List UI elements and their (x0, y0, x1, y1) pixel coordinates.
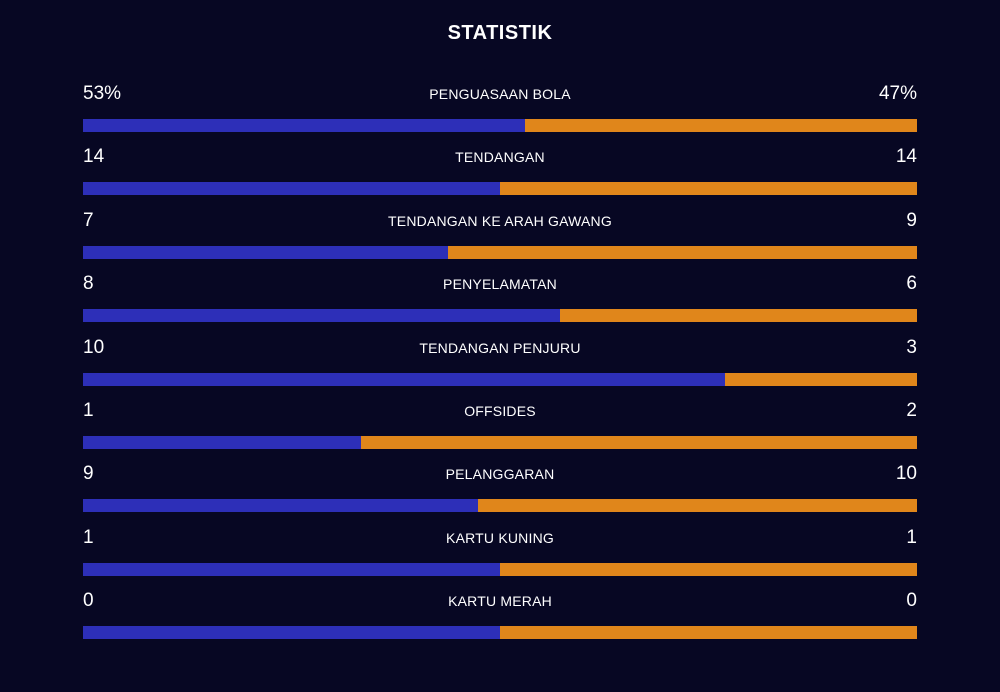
home-value: 7 (83, 209, 94, 231)
away-value: 6 (906, 273, 917, 295)
stat-row-shots: 14 TENDANGAN 14 (83, 143, 917, 206)
stat-label: TENDANGAN KE ARAH GAWANG (388, 212, 612, 229)
home-bar-segment (83, 245, 448, 259)
stat-row-fouls: 9 PELANGGARAN 10 (83, 460, 917, 523)
away-bar-segment (447, 245, 917, 259)
home-value: 1 (83, 526, 94, 548)
away-value: 1 (906, 526, 917, 548)
comparison-bar (83, 626, 917, 640)
home-value: 53% (83, 83, 122, 104)
stat-row-red-cards: 0 KARTU MERAH 0 (83, 587, 917, 650)
home-value: 14 (83, 146, 105, 168)
away-value: 10 (895, 463, 917, 485)
home-bar-segment (83, 626, 500, 640)
home-value: 1 (83, 399, 94, 421)
away-bar-segment (525, 119, 917, 132)
stat-row-possession: 53% PENGUASAAN BOLA 47% (83, 80, 917, 143)
stat-row-offsides: 1 OFFSIDES 2 (83, 397, 917, 460)
stat-label: PENYELAMATAN (443, 276, 557, 293)
away-bar-segment (724, 372, 917, 386)
stat-label: OFFSIDES (464, 402, 536, 419)
home-bar-segment (83, 499, 479, 513)
away-value: 3 (906, 336, 917, 358)
stat-row-corners: 10 TENDANGAN PENJURU 3 (83, 334, 917, 397)
stat-row-yellow-cards: 1 KARTU KUNING 1 (83, 524, 917, 587)
comparison-bar (83, 499, 917, 513)
home-bar-segment (83, 182, 500, 196)
away-bar-segment (500, 182, 917, 196)
stat-label: PENGUASAAN BOLA (429, 86, 571, 102)
comparison-bar (83, 435, 917, 449)
away-value: 14 (895, 146, 917, 168)
away-bar-segment (478, 499, 917, 513)
home-bar-segment (83, 435, 361, 449)
home-bar-segment (83, 119, 526, 132)
stat-label: TENDANGAN (455, 149, 545, 166)
comparison-bar (83, 182, 917, 196)
away-value: 0 (906, 590, 917, 612)
away-bar-segment (360, 435, 917, 449)
home-value: 8 (83, 273, 94, 295)
away-bar-segment (500, 626, 917, 640)
stat-row-shots-on-target: 7 TENDANGAN KE ARAH GAWANG 9 (83, 207, 917, 270)
home-value: 9 (83, 463, 94, 485)
home-value: 0 (83, 590, 94, 612)
away-value: 2 (906, 399, 917, 421)
stat-label: KARTU MERAH (448, 593, 552, 610)
stat-label: KARTU KUNING (446, 529, 554, 546)
away-value: 9 (906, 209, 917, 231)
away-bar-segment (500, 562, 917, 576)
home-value: 10 (83, 336, 105, 358)
away-value: 47% (878, 83, 917, 104)
comparison-bar (83, 372, 917, 386)
home-bar-segment (83, 309, 560, 323)
stats-list: 53% PENGUASAAN BOLA 47% 14 TENDANGAN 14 … (83, 80, 917, 651)
comparison-bar (83, 309, 917, 323)
away-bar-segment (559, 309, 917, 323)
comparison-bar (83, 245, 917, 259)
panel-title: STATISTIK (447, 22, 553, 44)
comparison-bar (83, 562, 917, 576)
stat-label: TENDANGAN PENJURU (419, 339, 581, 356)
stat-row-saves: 8 PENYELAMATAN 6 (83, 270, 917, 333)
stat-label: PELANGGARAN (445, 466, 555, 483)
home-bar-segment (83, 372, 725, 386)
comparison-bar (83, 119, 917, 132)
home-bar-segment (83, 562, 500, 576)
